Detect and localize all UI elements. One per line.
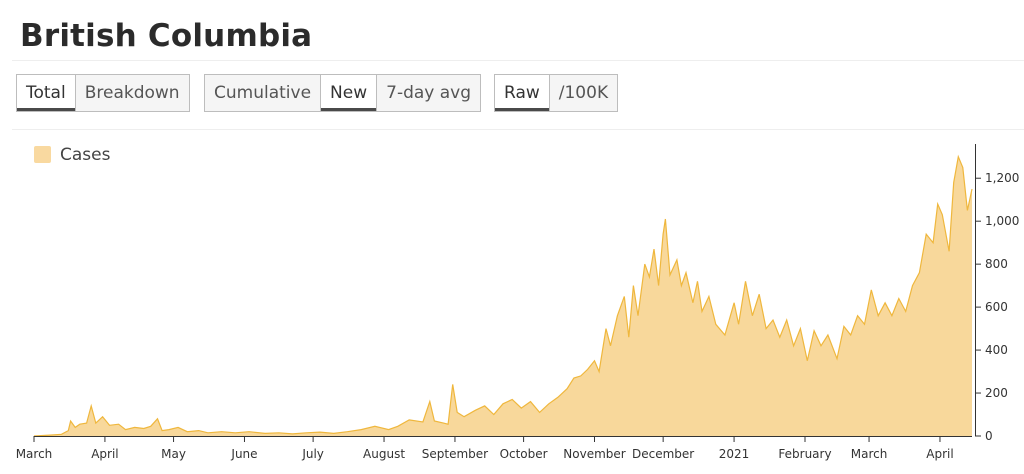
chart-panel-divider — [12, 129, 1024, 130]
legend-swatch-cases — [34, 146, 51, 163]
raw-button[interactable]: Raw — [495, 75, 549, 111]
series-area-0 — [34, 156, 972, 436]
cumulative-button[interactable]: Cumulative — [205, 75, 321, 111]
view-mode-toggle-group: Total Breakdown — [16, 74, 190, 112]
x-tick-label: April — [91, 447, 118, 461]
y-tick-label: 200 — [985, 386, 1008, 400]
metric-toggle-group: Cumulative New 7-day avg — [204, 74, 482, 112]
new-button[interactable]: New — [320, 75, 377, 111]
page-title: British Columbia — [20, 18, 313, 54]
x-tick-label: May — [161, 447, 186, 461]
x-tick-label: July — [301, 447, 324, 461]
y-tick-label: 1,200 — [985, 171, 1019, 185]
x-tick-label: February — [778, 447, 831, 461]
y-tick-label: 600 — [985, 300, 1008, 314]
breakdown-button[interactable]: Breakdown — [74, 75, 189, 111]
area-layer — [33, 154, 973, 437]
x-tick-label: March — [851, 447, 888, 461]
x-tick-label: March — [16, 447, 53, 461]
x-tick-label: December — [632, 447, 694, 461]
series-line-0 — [33, 154, 973, 437]
x-tick-label: October — [500, 447, 548, 461]
x-tick-label: April — [926, 447, 953, 461]
axis-layer: March April May June July August September Octo… — [16, 144, 1019, 461]
chart-legend: Cases — [34, 145, 111, 165]
per-100k-button[interactable]: /100K — [548, 75, 618, 111]
legend-label-cases: Cases — [60, 145, 111, 165]
header-divider — [12, 60, 1024, 61]
y-tick-label: 800 — [985, 257, 1008, 271]
x-tick-label: November — [563, 447, 625, 461]
y-tick-label: 0 — [985, 429, 993, 443]
total-button[interactable]: Total — [17, 75, 75, 111]
y-tick-label: 1,000 — [985, 214, 1019, 228]
x-tick-label: September — [422, 447, 488, 461]
x-tick-label: 2021 — [719, 447, 750, 461]
cases-chart: March April May June July August September Octo… — [16, 144, 1019, 461]
x-tick-label: June — [230, 447, 257, 461]
y-tick-label: 400 — [985, 343, 1008, 357]
scale-toggle-group: Raw /100K — [494, 74, 619, 112]
x-tick-label: August — [363, 447, 405, 461]
seven-day-avg-button[interactable]: 7-day avg — [376, 75, 481, 111]
